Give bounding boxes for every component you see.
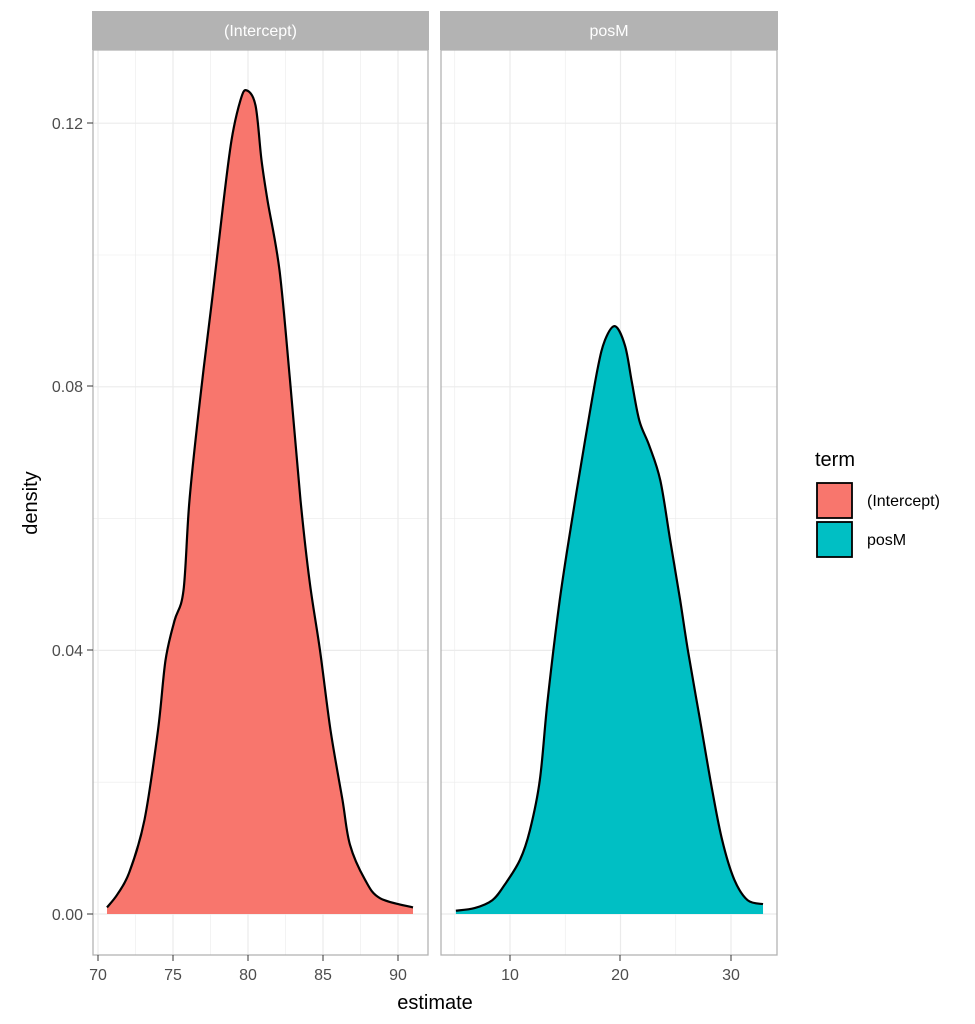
x-tick-label: 80 [239, 967, 257, 984]
x-tick-label: 30 [722, 967, 740, 984]
strip-label-posm: posM [589, 23, 628, 40]
x-tick-label: 90 [389, 967, 407, 984]
x-axis-intercept [97, 955, 399, 961]
x-tick-label: 20 [611, 967, 629, 984]
panel-posm: posM [440, 11, 778, 956]
x-axis-title: estimate [397, 992, 473, 1014]
density-area-intercept [107, 90, 413, 915]
density-line-intercept [106, 89, 414, 909]
legend-label-intercept: (Intercept) [867, 493, 940, 510]
legend: term (Intercept) posM [815, 449, 940, 558]
legend-label-posm: posM [867, 532, 906, 549]
strip-posm [440, 11, 778, 50]
y-axis [87, 122, 93, 915]
x-tick-label: 85 [314, 967, 332, 984]
legend-title: term [815, 449, 855, 471]
x-axis-posm [509, 955, 732, 961]
legend-swatch-intercept [816, 482, 853, 519]
y-tick-label: 0.12 [52, 116, 83, 133]
x-tick-label: 70 [89, 967, 107, 984]
density-area-posm [455, 326, 764, 914]
y-tick-label: 0.04 [52, 643, 83, 660]
panel-intercept: (Intercept) [92, 11, 429, 956]
strip-intercept [92, 11, 429, 50]
y-tick-label: 0.08 [52, 379, 83, 396]
x-tick-label: 75 [164, 967, 182, 984]
x-tick-label: 10 [501, 967, 519, 984]
density-line-posm [455, 325, 764, 912]
y-tick-label: 0.00 [52, 907, 83, 924]
strip-label-intercept: (Intercept) [224, 23, 297, 40]
y-axis-title: density [20, 471, 42, 534]
legend-swatch-posm [816, 521, 853, 558]
